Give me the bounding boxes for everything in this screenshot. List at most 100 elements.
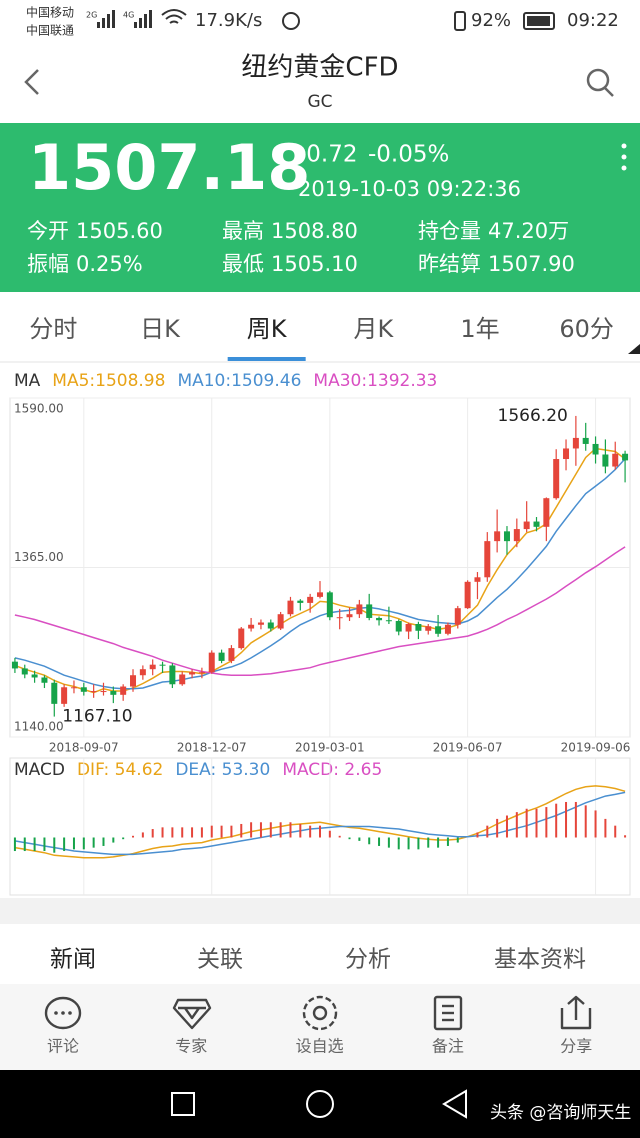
candle-body: [70, 687, 77, 689]
info-tab[interactable]: 关联: [197, 947, 243, 973]
more-button[interactable]: [621, 143, 627, 171]
extreme-label: 1566.20: [498, 406, 568, 426]
macd-bar: [122, 837, 125, 840]
clock: 09:22: [567, 10, 619, 31]
stat-value: 1505.60: [76, 219, 163, 243]
toolbar-label[interactable]: 设自选: [296, 1037, 344, 1056]
info-tab[interactable]: 分析: [345, 947, 391, 973]
candle-body: [454, 608, 461, 625]
x-tick-label: 2019-03-01: [295, 741, 365, 755]
macd-bar: [594, 810, 597, 838]
candle-body: [543, 498, 550, 527]
vibrate-icon: [454, 11, 466, 31]
toolbar: [0, 984, 640, 1070]
candle-body: [218, 652, 225, 661]
macd-bar: [82, 837, 85, 850]
candle-body: [120, 686, 127, 695]
period-tab[interactable]: 日K: [140, 315, 181, 343]
macd-bar: [220, 825, 223, 838]
network-type: 4G: [123, 11, 134, 20]
macd-bar: [476, 832, 479, 838]
candle-body: [494, 531, 501, 542]
candle-body: [356, 604, 363, 615]
candle-body: [346, 614, 353, 618]
candle-body: [415, 624, 422, 631]
period-tab[interactable]: 周K: [247, 315, 288, 343]
macd-bar: [23, 837, 26, 852]
comment-icon: [44, 996, 82, 1030]
recent-apps-button[interactable]: [171, 1092, 195, 1116]
info-tab[interactable]: 基本资料: [494, 947, 586, 973]
candle-body: [90, 691, 97, 693]
candle-body: [297, 600, 304, 603]
candle-body: [563, 448, 570, 460]
stat-label: 振幅: [27, 252, 69, 276]
toolbar-label[interactable]: 专家: [175, 1037, 207, 1056]
toolbar-label[interactable]: 分享: [560, 1037, 592, 1056]
macd-bar: [319, 825, 321, 838]
stat-label: 昨结算: [418, 252, 481, 276]
legend-entry: MA10:1509.46: [177, 371, 301, 391]
search-button[interactable]: [586, 68, 614, 97]
candle-body: [503, 531, 510, 542]
macd-bar: [112, 837, 115, 843]
macd-bar: [299, 823, 302, 838]
macd-bar: [191, 827, 194, 838]
battery-fill: [527, 16, 550, 26]
macd-bar: [446, 837, 449, 846]
period-tabs: 分时 日K 周K 月K 1年 60分: [29, 315, 614, 361]
watermark: 头条 @咨询师天生: [490, 1103, 631, 1123]
sync-icon: [282, 12, 300, 30]
macd-bar: [486, 825, 489, 838]
macd-bar: [200, 827, 203, 838]
candle-body: [257, 622, 264, 625]
settings-icon: [302, 995, 338, 1031]
back-nav-button[interactable]: [442, 1089, 467, 1119]
ma-line: [14, 447, 626, 694]
macd-bar: [161, 827, 164, 838]
macd-bar: [72, 837, 75, 850]
nav-bar: [0, 1070, 640, 1138]
candle-body: [405, 624, 412, 632]
candle-body: [149, 664, 156, 670]
macd-bar: [505, 815, 508, 838]
net-speed: 17.9K/s: [195, 10, 262, 31]
macd-bar: [269, 822, 272, 838]
macd-bar: [279, 822, 282, 838]
candle-body: [553, 459, 560, 499]
info-tab[interactable]: 新闻: [50, 947, 96, 973]
candle-body: [366, 604, 373, 618]
stat-label: 持仓量: [418, 219, 481, 243]
last-price: 1507.18: [28, 131, 310, 204]
period-tab[interactable]: 60分: [559, 315, 614, 343]
info-tabs: 新闻 关联 分析 基本资料: [50, 947, 586, 973]
candle-body: [80, 687, 87, 692]
candle-body: [31, 674, 38, 678]
macd-bar: [13, 837, 16, 852]
instrument-code: GC: [307, 92, 332, 112]
macd-bar: [102, 837, 105, 846]
candle-body: [139, 669, 146, 676]
macd-bar: [378, 837, 381, 846]
toolbar-label[interactable]: 评论: [47, 1037, 79, 1056]
period-tab[interactable]: 1年: [460, 315, 499, 343]
charts: MA MA5:1508.98 MA10:1509.46 MA30:1392.33 159…: [10, 371, 630, 895]
period-tab[interactable]: 分时: [29, 315, 77, 343]
network-type: 2G: [86, 11, 97, 20]
period-tab[interactable]: 月K: [353, 315, 394, 343]
candle-body: [51, 682, 58, 704]
back-button[interactable]: [24, 69, 39, 95]
candle-body: [198, 672, 205, 674]
extreme-label: 1167.10: [62, 707, 132, 727]
macd-bar: [92, 837, 95, 848]
legend-title: MACD: [14, 760, 65, 780]
share-icon: [560, 995, 592, 1030]
home-button[interactable]: [306, 1090, 334, 1118]
toolbar-label[interactable]: 备注: [432, 1037, 464, 1056]
macd-bar: [132, 835, 135, 838]
macd-bar: [289, 822, 292, 838]
macd-bar: [63, 837, 66, 852]
macd-bar: [584, 805, 587, 838]
macd-bar: [151, 829, 154, 838]
macd-bar: [230, 825, 233, 838]
